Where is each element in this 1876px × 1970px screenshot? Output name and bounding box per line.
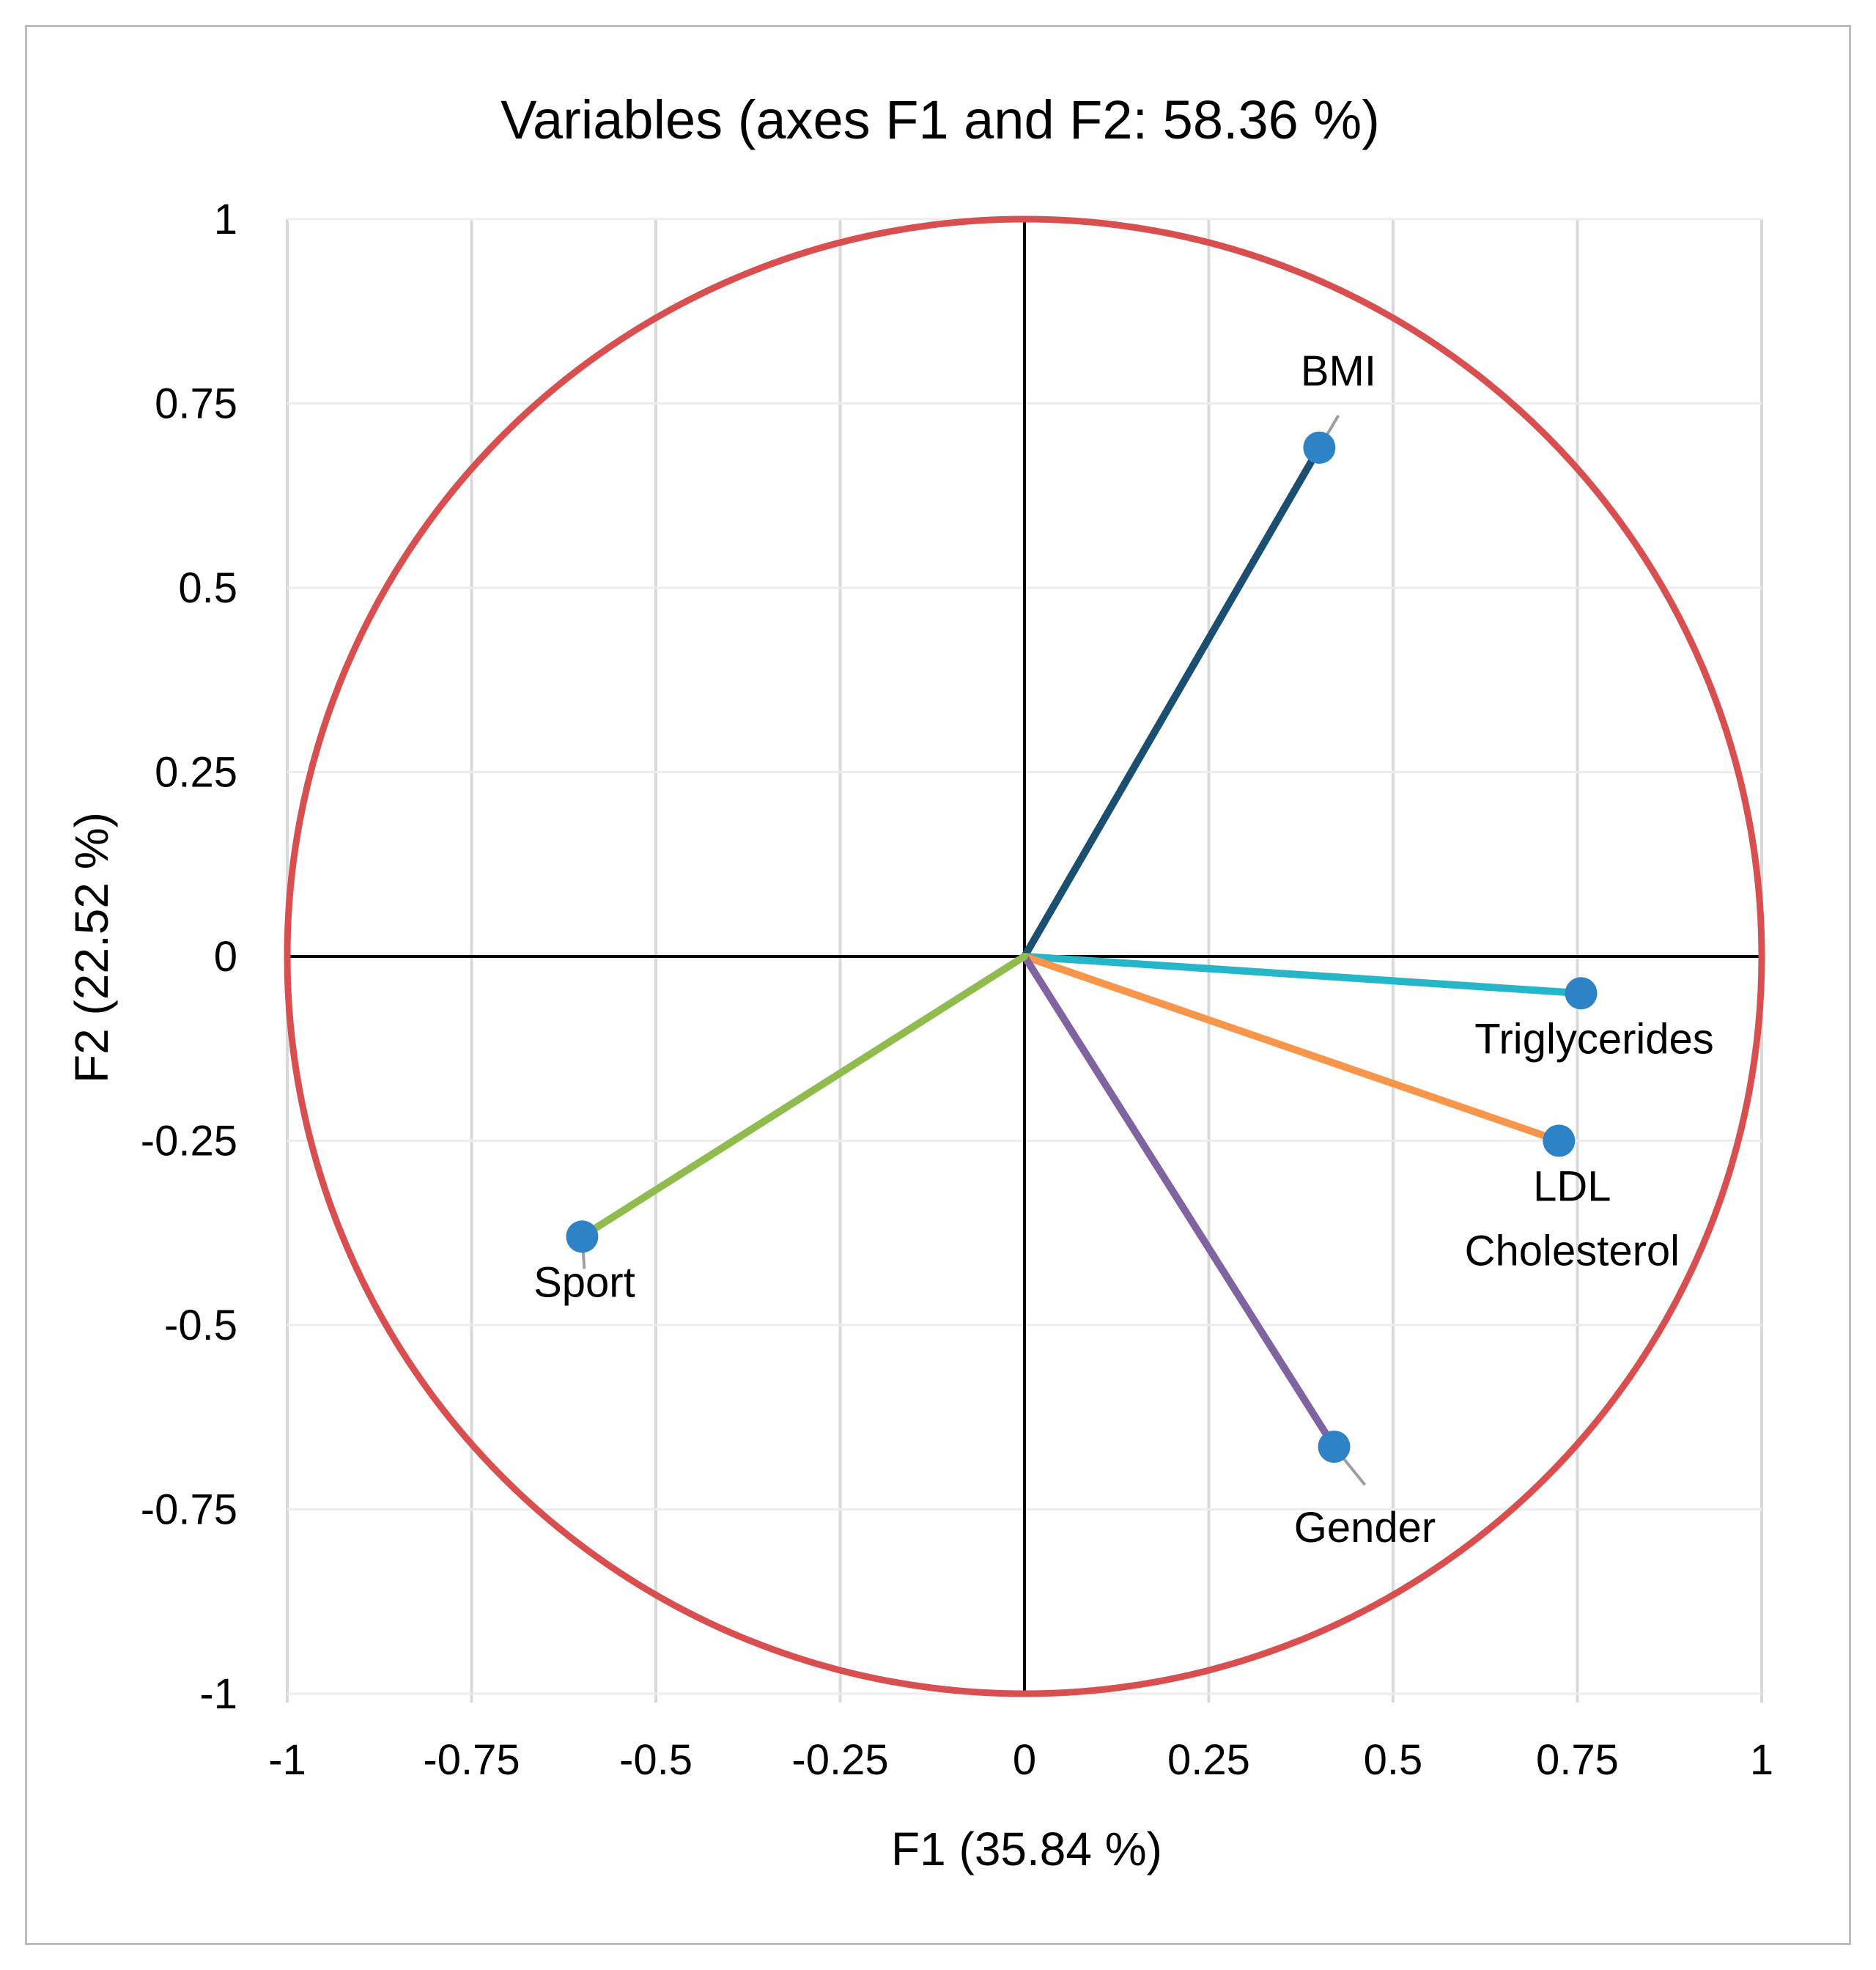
x-tick-label: -1 bbox=[268, 1736, 306, 1784]
y-tick-label: 0.5 bbox=[178, 564, 237, 612]
sport-label: Sport bbox=[533, 1258, 635, 1306]
gender-label: Gender bbox=[1294, 1504, 1436, 1552]
chart-frame: BMI Triglycerides LDL Cholesterol Gender Spor… bbox=[25, 25, 1851, 1945]
bmi-vector bbox=[1021, 443, 1323, 960]
y-tick-label: -0.5 bbox=[164, 1302, 237, 1349]
y-tick-label: 1 bbox=[214, 196, 237, 243]
tick-labels: -1 -0.75 -0.5 -0.25 0 0.25 0.5 0.75 1 1 0.75 0.5 0.2… bbox=[141, 196, 1773, 1784]
sport-vector bbox=[578, 953, 1028, 1241]
unit-circle bbox=[284, 215, 1765, 1697]
ldl-cholesterol-vector bbox=[1021, 953, 1563, 1145]
x-tick-label: 1 bbox=[1750, 1736, 1773, 1784]
y-axis-title: F2 (22.52 %) bbox=[65, 812, 118, 1083]
x-tick-label: 0.75 bbox=[1536, 1736, 1619, 1784]
triglycerides-vector bbox=[1021, 953, 1585, 997]
x-tick-label: 0.25 bbox=[1167, 1736, 1250, 1784]
x-tick-label: -0.75 bbox=[423, 1736, 520, 1784]
bmi-label: BMI bbox=[1301, 347, 1376, 395]
y-tick-label: -1 bbox=[199, 1670, 237, 1718]
sport-point bbox=[566, 1220, 599, 1253]
pca-correlation-circle-chart: BMI Triglycerides LDL Cholesterol Gender Spor… bbox=[65, 89, 1773, 1875]
x-tick-label: 0 bbox=[1013, 1736, 1036, 1784]
y-tick-label: 0.75 bbox=[155, 380, 237, 428]
variable-vectors: BMI Triglycerides LDL Cholesterol Gender Spor… bbox=[533, 347, 1714, 1552]
gender-point bbox=[1318, 1430, 1351, 1463]
chart-title: Variables (axes F1 and F2: 58.36 %) bbox=[501, 89, 1380, 150]
y-tick-label: 0.25 bbox=[155, 749, 237, 797]
x-tick-label: -0.25 bbox=[791, 1736, 888, 1784]
y-tick-label: -0.25 bbox=[141, 1118, 237, 1165]
triglycerides-point bbox=[1565, 977, 1598, 1010]
ldl-cholesterol-point bbox=[1543, 1124, 1576, 1157]
ldl-cholesterol-label: Cholesterol bbox=[1465, 1228, 1680, 1275]
gender-vector bbox=[1021, 953, 1338, 1450]
bmi-point bbox=[1303, 431, 1336, 464]
x-tick-label: -0.5 bbox=[619, 1736, 693, 1784]
ldl-cholesterol-label: LDL bbox=[1533, 1163, 1611, 1211]
y-tick-label: 0 bbox=[214, 933, 237, 981]
x-axis-title: F1 (35.84 %) bbox=[891, 1823, 1162, 1875]
y-tick-label: -0.75 bbox=[141, 1486, 237, 1534]
triglycerides-label: Triglycerides bbox=[1474, 1015, 1714, 1063]
x-tick-label: 0.5 bbox=[1364, 1736, 1423, 1784]
